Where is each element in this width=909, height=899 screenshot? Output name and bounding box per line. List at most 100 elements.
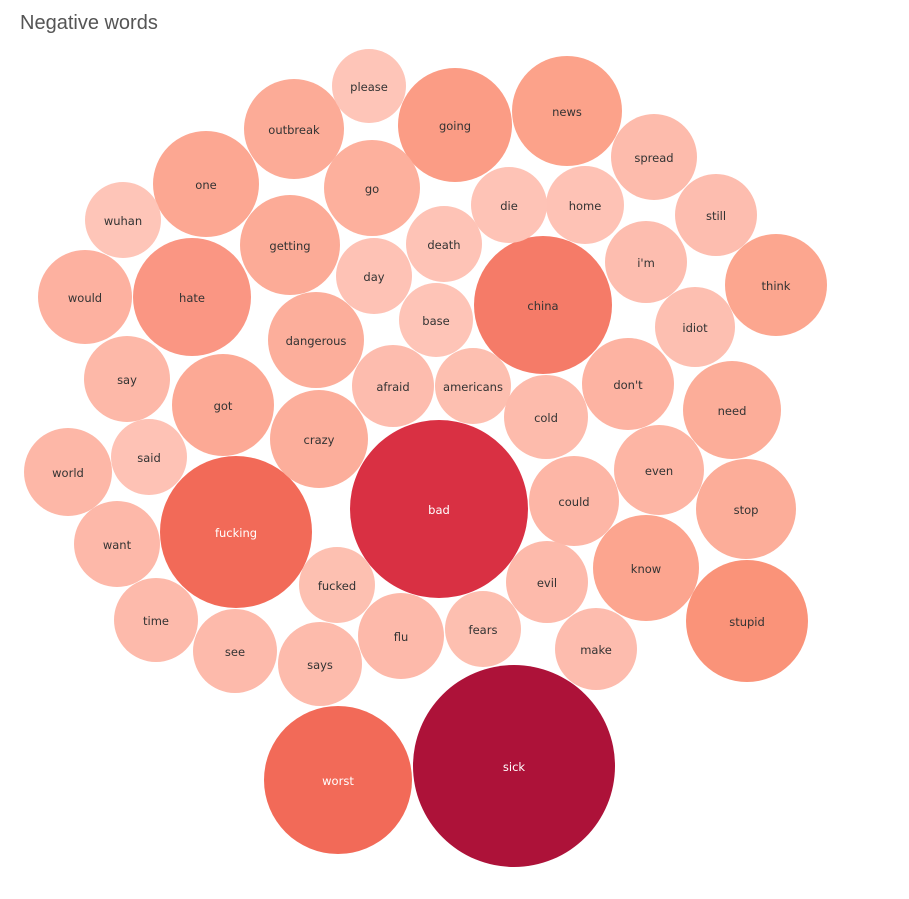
- bubble-americans[interactable]: americans: [435, 348, 511, 424]
- bubble-circle[interactable]: [445, 591, 521, 667]
- bubble-say[interactable]: say: [84, 336, 170, 422]
- bubble-die[interactable]: die: [471, 167, 547, 243]
- bubble-circle[interactable]: [605, 221, 687, 303]
- bubble-circle[interactable]: [611, 114, 697, 200]
- bubble-one[interactable]: one: [153, 131, 259, 237]
- bubble-stupid[interactable]: stupid: [686, 560, 808, 682]
- bubble-afraid[interactable]: afraid: [352, 345, 434, 427]
- bubble-worst[interactable]: worst: [264, 706, 412, 854]
- bubble-circle[interactable]: [153, 131, 259, 237]
- bubble-time[interactable]: time: [114, 578, 198, 662]
- bubble-circle[interactable]: [324, 140, 420, 236]
- bubble-stop[interactable]: stop: [696, 459, 796, 559]
- bubble-circle[interactable]: [240, 195, 340, 295]
- bubble-circle[interactable]: [74, 501, 160, 587]
- bubble-circle[interactable]: [582, 338, 674, 430]
- bubble-circle[interactable]: [299, 547, 375, 623]
- bubble-circle[interactable]: [546, 166, 624, 244]
- bubble-circle[interactable]: [358, 593, 444, 679]
- bubble-circle[interactable]: [38, 250, 132, 344]
- bubble-make[interactable]: make: [555, 608, 637, 690]
- bubble-base[interactable]: base: [399, 283, 473, 357]
- bubble-circle[interactable]: [193, 609, 277, 693]
- bubble-sick[interactable]: sick: [413, 665, 615, 867]
- bubble-cold[interactable]: cold: [504, 375, 588, 459]
- bubble-circle[interactable]: [529, 456, 619, 546]
- bubble-circle[interactable]: [504, 375, 588, 459]
- bubble-circle[interactable]: [114, 578, 198, 662]
- bubble-would[interactable]: would: [38, 250, 132, 344]
- bubble-spread[interactable]: spread: [611, 114, 697, 200]
- bubble-circle[interactable]: [84, 336, 170, 422]
- bubble-think[interactable]: think: [725, 234, 827, 336]
- bubble-circle[interactable]: [471, 167, 547, 243]
- bubble-circle[interactable]: [406, 206, 482, 282]
- bubble-says[interactable]: says: [278, 622, 362, 706]
- bubble-i-m[interactable]: i'm: [605, 221, 687, 303]
- bubble-circle[interactable]: [244, 79, 344, 179]
- bubble-know[interactable]: know: [593, 515, 699, 621]
- bubble-circle[interactable]: [278, 622, 362, 706]
- bubble-could[interactable]: could: [529, 456, 619, 546]
- bubble-circle[interactable]: [506, 541, 588, 623]
- bubble-circle[interactable]: [413, 665, 615, 867]
- bubble-dangerous[interactable]: dangerous: [268, 292, 364, 388]
- bubble-circle[interactable]: [474, 236, 612, 374]
- bubble-please[interactable]: please: [332, 49, 406, 123]
- bubble-even[interactable]: even: [614, 425, 704, 515]
- bubble-crazy[interactable]: crazy: [270, 390, 368, 488]
- bubble-evil[interactable]: evil: [506, 541, 588, 623]
- bubble-circle[interactable]: [24, 428, 112, 516]
- bubble-circle[interactable]: [512, 56, 622, 166]
- bubble-still[interactable]: still: [675, 174, 757, 256]
- bubble-fucking[interactable]: fucking: [160, 456, 312, 608]
- bubble-circle[interactable]: [111, 419, 187, 495]
- bubble-news[interactable]: news: [512, 56, 622, 166]
- bubble-bad[interactable]: bad: [350, 420, 528, 598]
- bubble-circle[interactable]: [435, 348, 511, 424]
- bubble-circle[interactable]: [655, 287, 735, 367]
- bubble-circle[interactable]: [336, 238, 412, 314]
- bubble-need[interactable]: need: [683, 361, 781, 459]
- bubble-don-t[interactable]: don't: [582, 338, 674, 430]
- bubble-circle[interactable]: [593, 515, 699, 621]
- bubble-want[interactable]: want: [74, 501, 160, 587]
- bubble-circle[interactable]: [85, 182, 161, 258]
- bubble-said[interactable]: said: [111, 419, 187, 495]
- bubble-circle[interactable]: [675, 174, 757, 256]
- bubble-idiot[interactable]: idiot: [655, 287, 735, 367]
- bubble-circle[interactable]: [133, 238, 251, 356]
- bubble-circle[interactable]: [614, 425, 704, 515]
- bubble-fucked[interactable]: fucked: [299, 547, 375, 623]
- bubble-circle[interactable]: [160, 456, 312, 608]
- bubble-circle[interactable]: [683, 361, 781, 459]
- bubble-fears[interactable]: fears: [445, 591, 521, 667]
- bubble-circle[interactable]: [725, 234, 827, 336]
- bubble-outbreak[interactable]: outbreak: [244, 79, 344, 179]
- bubble-china[interactable]: china: [474, 236, 612, 374]
- bubble-day[interactable]: day: [336, 238, 412, 314]
- bubble-world[interactable]: world: [24, 428, 112, 516]
- bubble-circle[interactable]: [399, 283, 473, 357]
- bubble-flu[interactable]: flu: [358, 593, 444, 679]
- bubble-death[interactable]: death: [406, 206, 482, 282]
- bubble-home[interactable]: home: [546, 166, 624, 244]
- bubble-circle[interactable]: [352, 345, 434, 427]
- bubble-getting[interactable]: getting: [240, 195, 340, 295]
- bubble-see[interactable]: see: [193, 609, 277, 693]
- bubble-circle[interactable]: [332, 49, 406, 123]
- bubble-circle[interactable]: [172, 354, 274, 456]
- bubble-circle[interactable]: [398, 68, 512, 182]
- bubble-circle[interactable]: [268, 292, 364, 388]
- bubble-circle[interactable]: [270, 390, 368, 488]
- bubble-got[interactable]: got: [172, 354, 274, 456]
- bubble-hate[interactable]: hate: [133, 238, 251, 356]
- bubble-go[interactable]: go: [324, 140, 420, 236]
- bubble-wuhan[interactable]: wuhan: [85, 182, 161, 258]
- bubble-circle[interactable]: [555, 608, 637, 690]
- bubble-circle[interactable]: [696, 459, 796, 559]
- bubble-circle[interactable]: [686, 560, 808, 682]
- bubble-circle[interactable]: [264, 706, 412, 854]
- bubble-circle[interactable]: [350, 420, 528, 598]
- bubble-going[interactable]: going: [398, 68, 512, 182]
